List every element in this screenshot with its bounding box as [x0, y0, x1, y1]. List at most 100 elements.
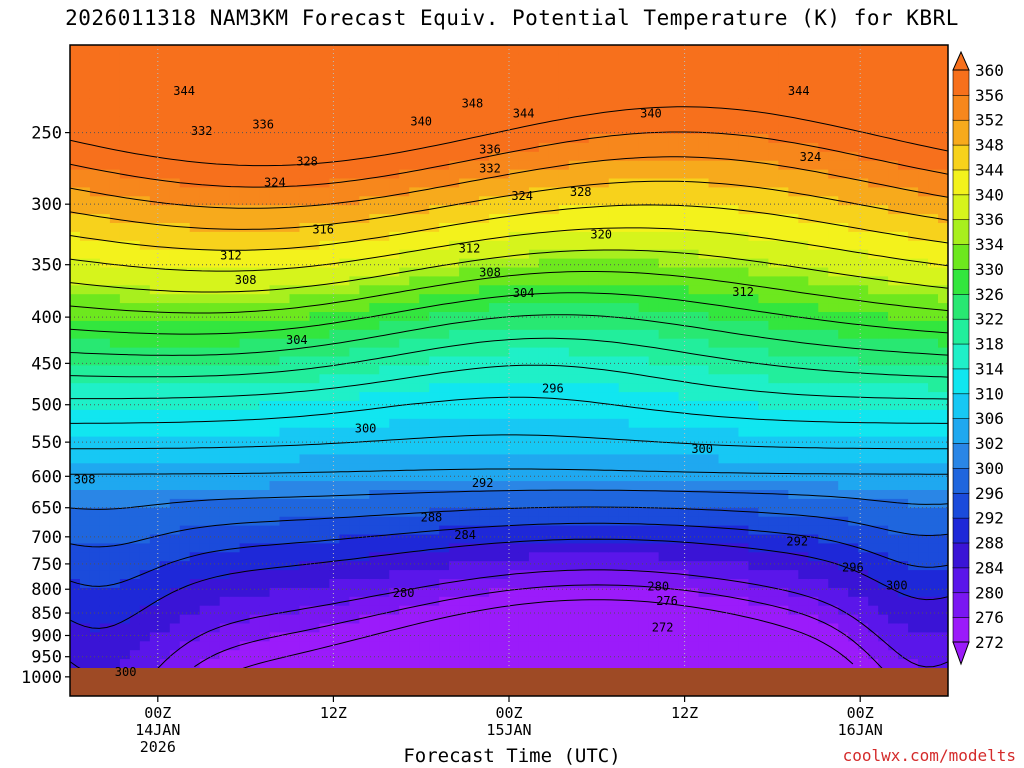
field-cell [279, 169, 291, 180]
field-cell [568, 134, 580, 144]
field-cell [239, 463, 251, 473]
field-cell [299, 392, 311, 402]
field-cell [479, 347, 490, 358]
field-cell [459, 587, 470, 598]
field-cell [239, 267, 251, 277]
field-cell [469, 320, 480, 331]
field-cell [279, 62, 291, 73]
field-cell [169, 347, 181, 358]
field-cell [169, 516, 181, 527]
field-cell [439, 116, 450, 126]
field-cell [439, 401, 450, 411]
field-cell [499, 472, 510, 482]
field-cell [329, 409, 340, 420]
field-cell [618, 463, 630, 473]
field-cell [459, 62, 470, 73]
field-cell [588, 383, 600, 393]
field-cell [698, 62, 710, 73]
field-cell [698, 427, 710, 438]
field-cell [79, 249, 91, 260]
field-cell [199, 107, 211, 117]
field-cell [618, 596, 630, 607]
field-cell [99, 329, 111, 340]
field-cell [379, 258, 390, 269]
field-cell [209, 187, 221, 197]
field-cell [159, 142, 171, 153]
field-cell [429, 98, 440, 108]
field-cell [139, 89, 151, 99]
field-cell [229, 418, 241, 429]
field-cell [528, 623, 540, 633]
field-cell [489, 231, 500, 242]
field-cell [648, 125, 660, 135]
field-cell [509, 303, 520, 313]
field-cell [718, 605, 730, 616]
field-cell [409, 507, 420, 518]
field-cell [658, 98, 670, 108]
field-cell [708, 454, 720, 464]
field-cell [628, 187, 640, 197]
field-cell [79, 374, 91, 384]
field-cell [89, 427, 101, 438]
field-cell [658, 187, 670, 197]
field-cell [369, 196, 380, 206]
field-cell [189, 160, 201, 171]
field-cell [658, 329, 670, 340]
field-cell [598, 579, 610, 589]
field-cell [189, 498, 201, 509]
field-cell [768, 650, 779, 660]
field-cell [109, 53, 121, 64]
field-cell [359, 178, 370, 188]
field-cell [209, 329, 221, 340]
field-cell [439, 329, 450, 340]
field-cell [119, 436, 131, 447]
field-cell [558, 454, 570, 464]
field-cell [339, 178, 350, 188]
field-cell [548, 401, 560, 411]
field-cell [518, 659, 530, 668]
field-cell [698, 107, 710, 117]
field-cell [678, 231, 690, 242]
field-cell [578, 374, 590, 384]
field-cell [608, 249, 620, 260]
field-cell [778, 187, 789, 197]
field-cell [628, 160, 640, 171]
field-cell [758, 445, 770, 455]
field-cell [748, 45, 760, 55]
field-cell [279, 543, 291, 553]
field-cell [658, 62, 670, 73]
field-cell [718, 356, 730, 366]
field-cell [578, 543, 590, 553]
field-cell [109, 240, 121, 251]
field-cell [499, 178, 510, 188]
field-cell [399, 258, 410, 269]
field-cell [688, 481, 700, 491]
field-cell [668, 187, 680, 197]
field-cell [309, 267, 321, 277]
field-cell [129, 196, 141, 206]
field-cell [518, 231, 530, 242]
field-cell [618, 276, 630, 286]
field-cell [189, 507, 201, 518]
field-cell [499, 160, 510, 171]
field-cell [688, 267, 700, 277]
field-cell [449, 107, 460, 117]
field-cell [309, 632, 321, 642]
field-cell [279, 409, 291, 420]
field-cell [329, 231, 340, 242]
field-cell [469, 507, 480, 518]
field-cell [688, 142, 700, 153]
field-cell [199, 490, 211, 500]
field-cell [688, 525, 700, 536]
field-cell [319, 240, 331, 251]
field-cell [518, 463, 530, 473]
field-cell [269, 98, 281, 108]
field-cell [239, 62, 251, 73]
field-cell [389, 436, 400, 447]
field-cell [99, 214, 111, 224]
field-cell [429, 552, 440, 562]
field-cell [209, 463, 221, 473]
field-cell [369, 142, 380, 153]
field-cell [139, 587, 151, 598]
field-cell [139, 579, 151, 589]
